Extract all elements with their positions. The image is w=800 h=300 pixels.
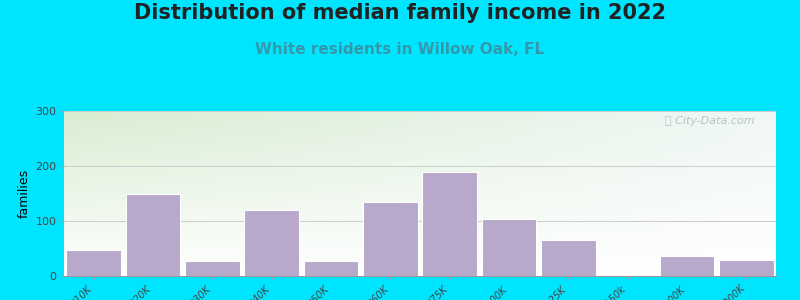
Bar xyxy=(719,260,774,276)
Bar xyxy=(422,172,477,276)
Text: Distribution of median family income in 2022: Distribution of median family income in … xyxy=(134,3,666,23)
Bar xyxy=(126,194,180,276)
Bar xyxy=(244,210,299,276)
Text: White residents in Willow Oak, FL: White residents in Willow Oak, FL xyxy=(255,42,545,57)
Bar xyxy=(482,219,536,276)
Text: ⓘ City-Data.com: ⓘ City-Data.com xyxy=(665,116,754,126)
Bar xyxy=(304,261,358,276)
Bar xyxy=(185,261,240,276)
Bar xyxy=(363,202,418,276)
Bar xyxy=(541,240,596,276)
Y-axis label: families: families xyxy=(18,169,31,218)
Bar xyxy=(660,256,714,276)
Bar xyxy=(66,250,121,276)
